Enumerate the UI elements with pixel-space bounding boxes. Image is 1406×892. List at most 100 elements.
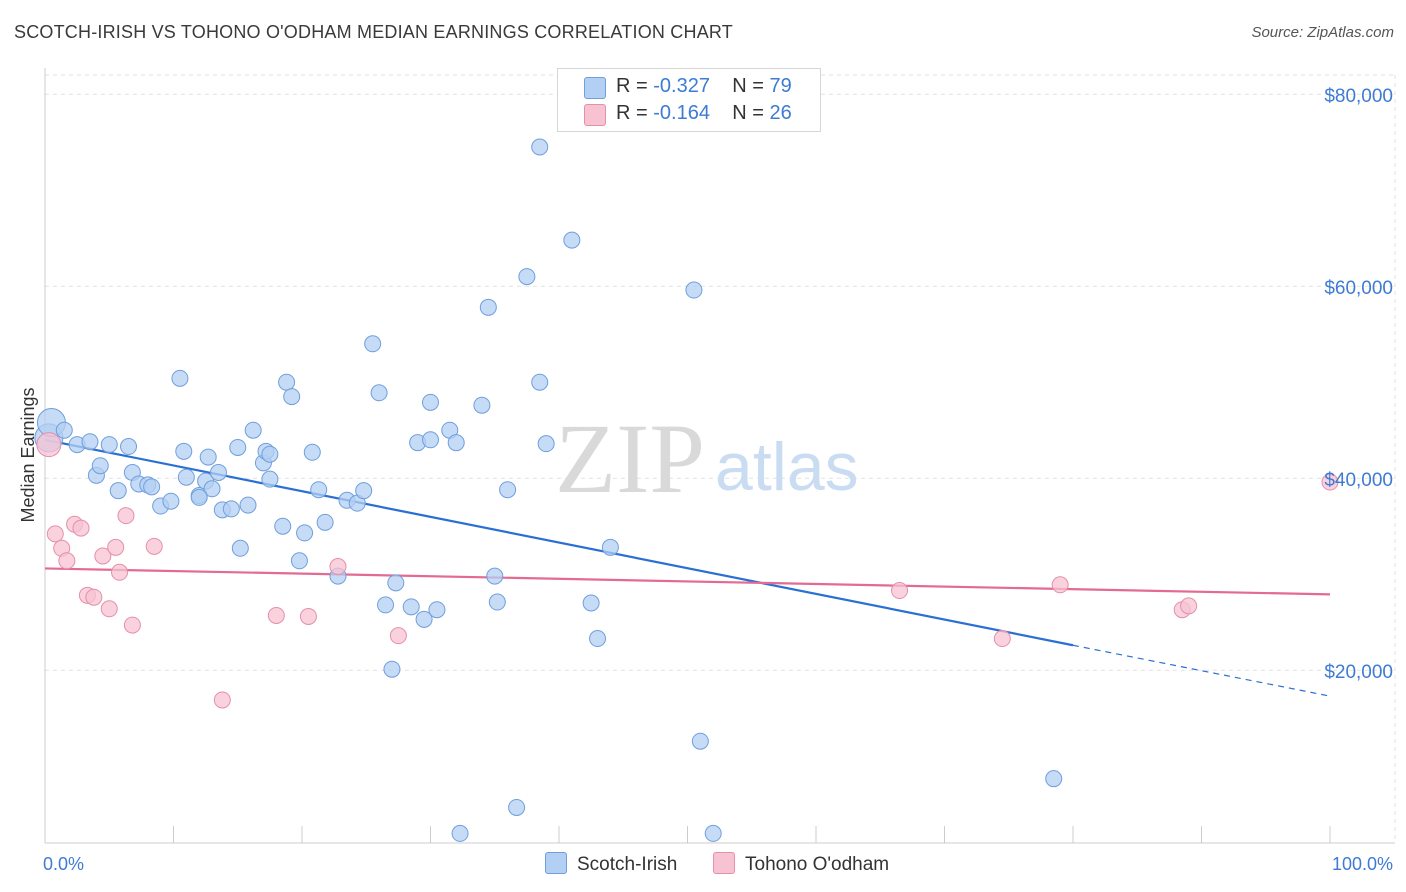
point-scotch-irish	[473, 396, 491, 414]
point-scotch-irish	[422, 393, 439, 411]
point-tohono	[299, 607, 317, 625]
source-label: Source: ZipAtlas.com	[1251, 24, 1394, 41]
point-scotch-irish	[488, 593, 506, 611]
point-scotch-irish	[1045, 770, 1063, 788]
y-tick-labels: $20,000 $40,000 $60,000 $80,000	[1324, 86, 1393, 683]
y-tick-label: $60,000	[1324, 278, 1393, 299]
point-tohono	[267, 606, 285, 624]
point-scotch-irish	[486, 567, 504, 585]
trend-line-tohono	[44, 567, 1331, 596]
point-scotch-irish	[100, 436, 118, 454]
point-scotch-irish	[479, 298, 497, 316]
watermark-zip: ZIP	[555, 403, 705, 514]
point-scotch-irish	[203, 480, 221, 498]
point-scotch-irish	[261, 470, 279, 488]
point-scotch-irish	[355, 482, 373, 500]
point-tohono	[72, 519, 90, 537]
point-scotch-irish	[81, 433, 99, 451]
point-scotch-irish	[175, 442, 193, 460]
legend-swatch-pink	[584, 104, 606, 126]
legend-swatch-blue	[584, 77, 606, 99]
y-axis-title: Median Earnings	[18, 387, 38, 522]
point-scotch-irish	[229, 438, 247, 456]
point-tohono	[1180, 597, 1198, 615]
point-scotch-irish	[303, 443, 321, 461]
x-tick-label-left: 0.0%	[43, 854, 84, 874]
point-scotch-irish	[451, 824, 469, 842]
point-scotch-irish	[447, 434, 465, 452]
bottom-legend-scotch-irish: Scotch-Irish	[545, 852, 677, 876]
point-scotch-irish	[55, 421, 73, 439]
point-scotch-irish	[704, 824, 722, 842]
point-scotch-irish	[290, 552, 308, 570]
point-scotch-irish	[601, 538, 619, 556]
point-tohono	[58, 552, 76, 570]
chart-title: SCOTCH-IRISH VS TOHONO O'ODHAM MEDIAN EA…	[14, 22, 733, 42]
point-scotch-irish	[428, 601, 446, 619]
point-tohono	[36, 432, 62, 458]
point-scotch-irish	[508, 798, 526, 816]
point-scotch-irish	[209, 463, 227, 481]
x-tick-label-right: 100.0%	[1332, 854, 1393, 874]
point-tohono	[329, 558, 347, 576]
point-scotch-irish	[531, 373, 549, 391]
point-tohono	[123, 616, 141, 634]
legend-n-label: N =	[732, 75, 764, 97]
legend-n-value: 26	[769, 102, 792, 124]
point-scotch-irish	[239, 496, 257, 514]
point-scotch-irish	[296, 524, 314, 542]
y-tick-label: $20,000	[1324, 662, 1393, 683]
point-tohono	[993, 630, 1011, 648]
bottom-legend-swatch-blue	[545, 852, 567, 874]
point-scotch-irish	[422, 431, 439, 449]
bottom-legend-tohono: Tohono O'odham	[713, 852, 889, 876]
point-scotch-irish	[370, 384, 388, 402]
point-scotch-irish	[387, 574, 405, 592]
point-tohono	[111, 563, 129, 581]
point-scotch-irish	[261, 445, 279, 463]
point-scotch-irish	[231, 539, 249, 557]
point-scotch-irish	[274, 517, 292, 535]
bottom-legend-label: Tohono O'odham	[745, 854, 890, 875]
point-scotch-irish	[589, 630, 607, 648]
point-scotch-irish	[383, 660, 401, 678]
axes	[44, 68, 1395, 844]
point-scotch-irish	[537, 435, 555, 453]
legend-r-value: -0.327	[653, 75, 710, 97]
y-tick-label: $80,000	[1324, 86, 1393, 107]
point-scotch-irish	[244, 421, 262, 439]
point-scotch-irish	[518, 268, 536, 286]
point-scotch-irish	[415, 610, 433, 628]
point-scotch-irish	[177, 468, 195, 486]
point-scotch-irish	[316, 513, 334, 531]
point-scotch-irish	[531, 138, 549, 156]
point-scotch-irish	[685, 281, 703, 299]
point-tohono	[46, 525, 64, 543]
point-scotch-irish	[143, 478, 161, 496]
watermark-atlas: atlas	[715, 429, 859, 505]
bottom-legend-swatch-pink	[713, 852, 735, 874]
legend-n-value: 79	[769, 75, 792, 97]
data-points	[34, 138, 1339, 842]
point-scotch-irish	[283, 388, 301, 406]
point-tohono	[85, 588, 103, 606]
point-scotch-irish	[377, 596, 395, 614]
legend-r-label: R =	[616, 102, 648, 124]
point-scotch-irish	[171, 369, 189, 387]
point-scotch-irish	[278, 373, 296, 391]
point-tohono	[213, 691, 231, 709]
point-scotch-irish	[109, 482, 127, 500]
point-scotch-irish	[120, 438, 138, 456]
point-scotch-irish	[222, 500, 240, 518]
point-scotch-irish	[199, 448, 217, 466]
point-scotch-irish	[402, 598, 420, 616]
point-scotch-irish	[364, 335, 382, 353]
point-tohono	[1321, 473, 1339, 491]
x-tick-labels: 0.0% 100.0%	[43, 854, 1393, 874]
point-scotch-irish	[499, 481, 517, 499]
point-scotch-irish	[91, 457, 109, 475]
point-tohono	[94, 547, 112, 565]
point-tohono	[145, 537, 163, 555]
point-scotch-irish	[190, 488, 208, 506]
